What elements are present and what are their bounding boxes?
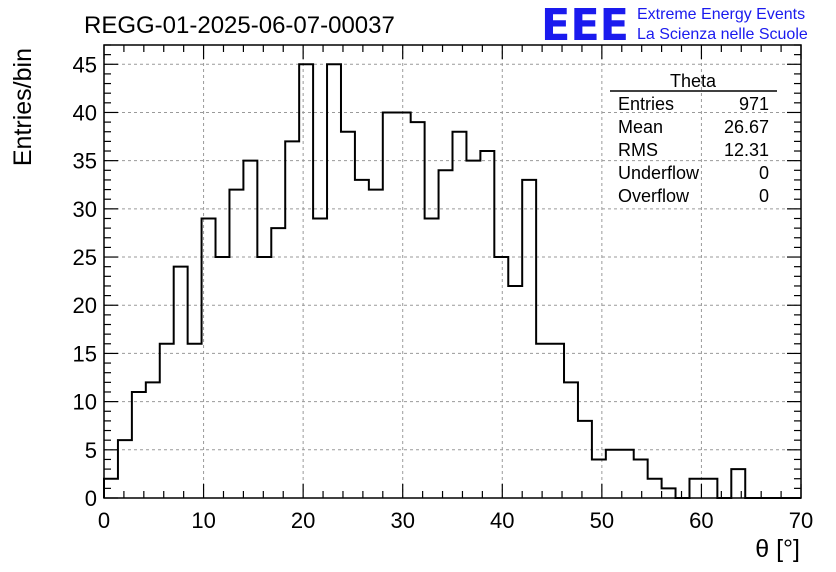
logo-mark: EEE xyxy=(541,0,629,51)
x-tick-label: 30 xyxy=(390,508,414,533)
histogram-bin xyxy=(369,190,383,498)
y-tick-label: 5 xyxy=(85,438,97,463)
y-tick-label: 10 xyxy=(73,390,97,415)
histogram-bin xyxy=(578,421,592,498)
stats-label: Underflow xyxy=(618,163,700,183)
histogram-bin xyxy=(285,141,299,498)
stats-box: Theta Entries 971 Mean 26.67 RMS 12.31 Underfl… xyxy=(610,71,777,206)
x-tick-label: 70 xyxy=(789,508,813,533)
histogram-bin xyxy=(550,344,564,498)
histogram-bin xyxy=(202,218,216,498)
histogram-bin xyxy=(104,479,118,498)
x-tick-label: 60 xyxy=(689,508,713,533)
y-tick-label: 25 xyxy=(73,245,97,270)
histogram-bin xyxy=(480,151,494,498)
histogram-bin xyxy=(453,132,467,498)
y-tick-label: 35 xyxy=(73,149,97,174)
histogram-bin xyxy=(271,228,285,498)
chart-title: REGG-01-2025-06-07-00037 xyxy=(84,12,395,39)
stats-value: 12.31 xyxy=(724,140,769,160)
x-tick-label: 40 xyxy=(490,508,514,533)
y-tick-label: 0 xyxy=(85,486,97,511)
histogram-outline xyxy=(103,63,801,499)
histogram-bin xyxy=(132,392,146,498)
x-tick-label: 10 xyxy=(191,508,215,533)
y-tick-label: 20 xyxy=(73,293,97,318)
stats-rows: Entries 971 Mean 26.67 RMS 12.31 Underflow 0 Ove… xyxy=(618,94,769,206)
y-tick-label: 45 xyxy=(73,52,97,77)
histogram-bin xyxy=(439,170,453,498)
histogram-bin xyxy=(355,180,369,498)
histogram-bin xyxy=(216,257,230,498)
histogram-bin xyxy=(508,286,522,498)
histogram-bin xyxy=(160,344,174,498)
plot-frame xyxy=(103,44,802,499)
histogram-bin xyxy=(257,257,271,498)
histogram-bin xyxy=(731,469,745,498)
histogram-bin xyxy=(592,459,606,498)
histogram-bin xyxy=(327,64,341,498)
x-axis-label: θ [°] xyxy=(755,535,800,563)
histogram-bin xyxy=(118,440,132,498)
y-axis-label: Entries/bin xyxy=(9,48,37,166)
histogram-bin xyxy=(425,218,439,498)
histogram-bin xyxy=(299,64,313,498)
histogram-bin xyxy=(383,112,397,498)
histogram-bin xyxy=(620,450,634,498)
logo-line-2: La Scienza nelle Scuole xyxy=(637,26,808,43)
axis-ticks xyxy=(103,44,802,499)
histogram-bin xyxy=(313,218,327,498)
histogram-bin xyxy=(243,161,257,498)
histogram-bin xyxy=(662,488,676,498)
stats-value: 971 xyxy=(739,94,769,114)
histogram-bin xyxy=(606,450,620,498)
y-tick-label: 15 xyxy=(73,341,97,366)
histogram-bin xyxy=(229,190,243,498)
histogram-bin xyxy=(341,132,355,498)
stats-value: 0 xyxy=(759,186,769,206)
stats-label: Entries xyxy=(618,94,674,114)
histogram-bin xyxy=(411,122,425,498)
stats-title: Theta xyxy=(670,71,717,91)
histogram-bin xyxy=(397,112,411,498)
histogram-bin xyxy=(466,161,480,498)
stats-label: Overflow xyxy=(618,186,690,206)
histogram-bin xyxy=(188,344,202,498)
histogram-bin xyxy=(689,479,703,498)
y-tick-label: 40 xyxy=(73,100,97,125)
stats-value: 26.67 xyxy=(724,117,769,137)
stats-label: RMS xyxy=(618,140,658,160)
tick-labels: 0 10 20 30 40 50 60 70 0 5 10 15 20 25 30 35 40 45 xyxy=(73,52,814,533)
histogram-bin xyxy=(522,180,536,498)
histogram-bin xyxy=(536,344,550,498)
stats-value: 0 xyxy=(759,163,769,183)
stats-label: Mean xyxy=(618,117,663,137)
histogram-bin xyxy=(494,257,508,498)
histogram-bin xyxy=(634,459,648,498)
histogram-bin xyxy=(648,479,662,498)
histogram-bin xyxy=(564,382,578,498)
x-tick-label: 0 xyxy=(98,508,110,533)
histogram-bin xyxy=(174,267,188,498)
x-tick-label: 50 xyxy=(590,508,614,533)
histogram-bin xyxy=(146,382,160,498)
histogram-bin xyxy=(703,479,717,498)
eee-logo: EEE Extreme Energy Events La Scienza nel… xyxy=(541,0,808,51)
logo-line-1: Extreme Energy Events xyxy=(637,6,805,23)
x-tick-label: 20 xyxy=(291,508,315,533)
y-tick-label: 30 xyxy=(73,197,97,222)
